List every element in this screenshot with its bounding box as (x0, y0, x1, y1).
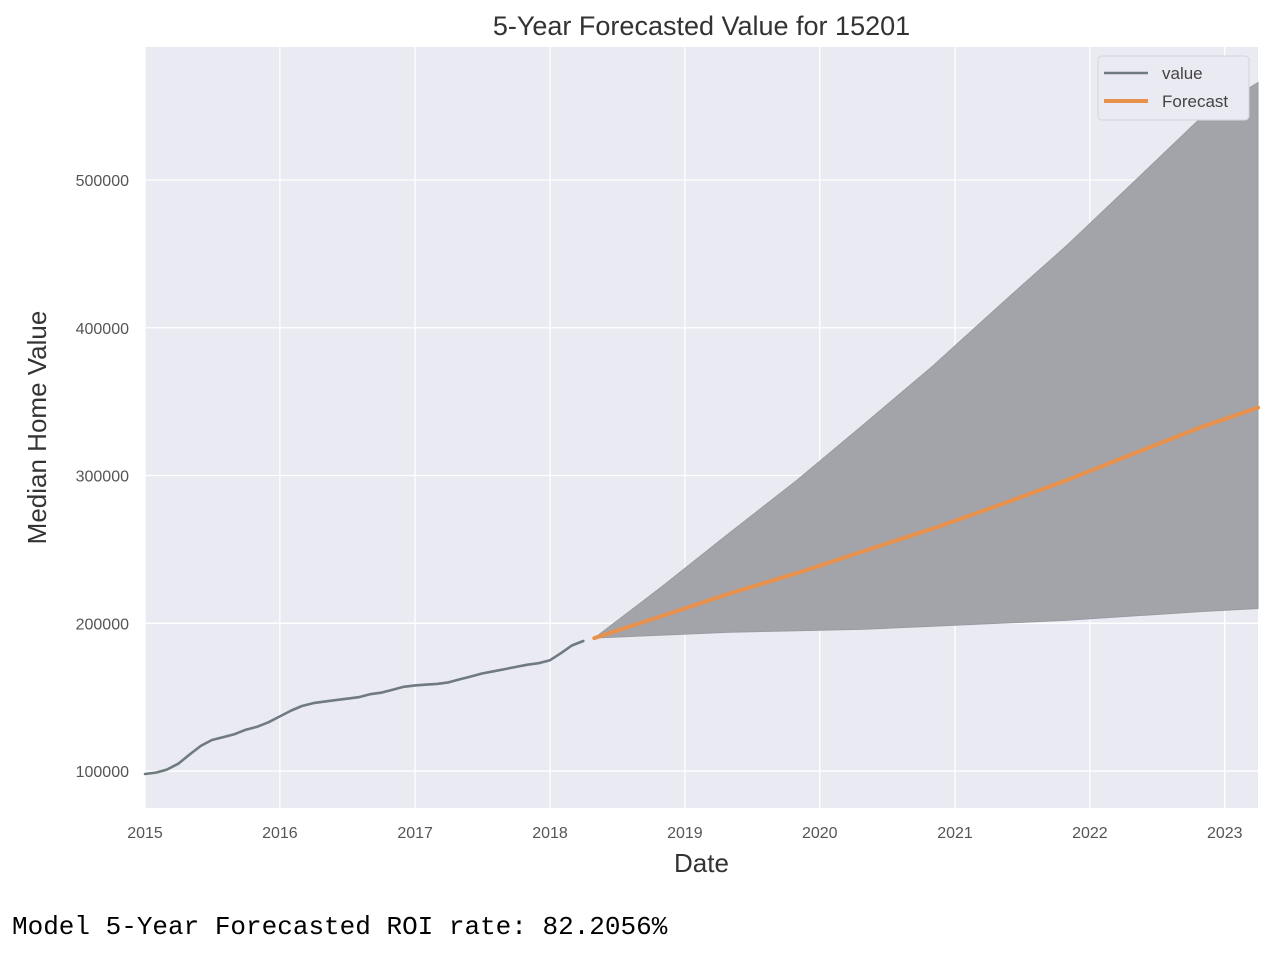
confidence-band (592, 81, 1259, 639)
value-series-line (143, 639, 585, 776)
x-tick-label: 2021 (937, 825, 973, 842)
y-tick-label: 400000 (76, 321, 129, 338)
y-tick-label: 300000 (76, 469, 129, 486)
legend: value Forecast (1097, 55, 1250, 121)
y-axis-ticks: 100000 200000 300000 400000 500000 (76, 173, 129, 781)
x-tick-label: 2022 (1072, 825, 1108, 842)
x-tick-label: 2020 (802, 825, 838, 842)
legend-label-value: value (1162, 64, 1203, 83)
y-tick-label: 500000 (76, 173, 129, 190)
x-tick-label: 2016 (262, 825, 298, 842)
y-tick-label: 100000 (76, 764, 129, 781)
x-tick-label: 2023 (1207, 825, 1243, 842)
x-tick-label: 2018 (532, 825, 568, 842)
y-axis-label: Median Home Value (22, 311, 52, 545)
forecast-series-line (592, 405, 1260, 641)
roi-output-text: Model 5-Year Forecasted ROI rate: 82.205… (12, 912, 668, 942)
x-tick-label: 2019 (667, 825, 703, 842)
forecast-chart: 2015 2016 2017 2018 2019 2020 2021 2022 2023 100… (22, 11, 1260, 878)
x-axis-ticks: 2015 2016 2017 2018 2019 2020 2021 2022 2023 (127, 825, 1242, 842)
x-tick-label: 2015 (127, 825, 163, 842)
x-axis-label: Date (674, 848, 729, 878)
legend-label-forecast: Forecast (1162, 92, 1228, 111)
x-tick-label: 2017 (397, 825, 433, 842)
y-tick-label: 200000 (76, 616, 129, 633)
chart-title: 5-Year Forecasted Value for 15201 (493, 11, 910, 41)
